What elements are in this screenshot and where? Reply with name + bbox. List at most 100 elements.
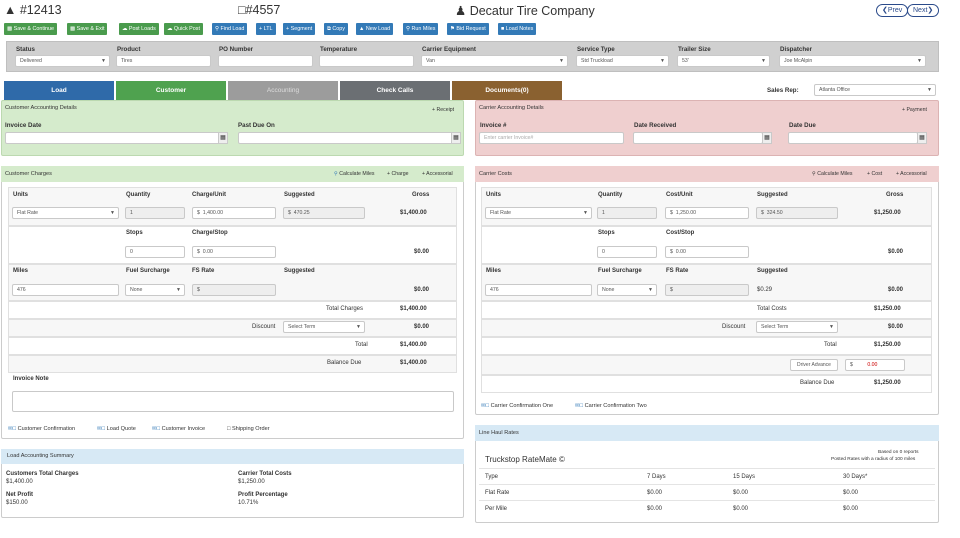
net-profit-label: Net Profit <box>6 492 33 498</box>
load-quote-link[interactable]: ✉□ Load Quote <box>97 426 136 432</box>
invoice-note-textarea[interactable] <box>12 391 454 412</box>
add-accessorial-link[interactable]: + Accessorial <box>422 171 453 177</box>
chevron-down-icon: ▼ <box>176 287 181 293</box>
fs-rate-input[interactable]: $ <box>192 284 276 296</box>
col-type: Type <box>485 474 499 480</box>
carrier-confirmation-two-link[interactable]: ✉□ Carrier Confirmation Two <box>575 403 647 409</box>
stops-gross-value: $0.00 <box>414 249 430 255</box>
find-load-button[interactable]: ⚲ Find Load <box>212 23 248 35</box>
sales-rep-select[interactable]: Atlanta Office ▼ <box>814 84 936 96</box>
prev-button[interactable]: ❮Prev <box>876 4 909 17</box>
bid-request-button[interactable]: ⚑ Bid Request <box>447 23 489 35</box>
tab-documents[interactable]: Documents(0) <box>452 81 562 100</box>
shipping-order-link[interactable]: □ Shipping Order <box>227 426 270 432</box>
discount-row <box>481 319 932 337</box>
add-charge-link[interactable]: + Charge <box>387 171 409 177</box>
driver-advance-input[interactable]: $ 0.00 <box>845 359 905 371</box>
product-label: Product <box>117 46 141 53</box>
po-number-input[interactable] <box>218 55 313 67</box>
fs-rate-header: FS Rate <box>666 268 689 274</box>
temperature-input[interactable] <box>319 55 414 67</box>
miles-input[interactable]: 476 <box>12 284 119 296</box>
service-type-select[interactable]: Std Truckload ▼ <box>576 55 669 67</box>
quantity-input[interactable]: 1 <box>597 207 657 219</box>
calculate-miles-link[interactable]: ⚲ Calculate Miles <box>812 171 853 177</box>
add-payment-link[interactable]: + Payment <box>902 107 927 113</box>
fuel-surcharge-select[interactable]: None ▼ <box>125 284 185 296</box>
row-per-mile-type: Per Mile <box>485 506 508 512</box>
date-due-input[interactable] <box>788 132 918 144</box>
past-due-input[interactable] <box>238 132 453 144</box>
post-loads-button[interactable]: ☁ Post Loads <box>119 23 159 35</box>
save-continue-button[interactable]: ▩ Save & Continue <box>4 23 58 35</box>
customer-invoice-link[interactable]: ✉□ Customer Invoice <box>152 426 206 432</box>
fuel-surcharge-select[interactable]: None ▼ <box>597 284 657 296</box>
total-row <box>481 337 932 355</box>
status-label: Status <box>16 46 35 53</box>
charge-unit-input[interactable]: $ 1,400.00 <box>192 207 276 219</box>
discount-select[interactable]: Select Term ▼ <box>756 321 838 333</box>
gross-header: Gross <box>886 192 904 198</box>
date-received-input[interactable] <box>633 132 763 144</box>
stops-header: Stops <box>598 230 615 236</box>
cost-unit-header: Cost/Unit <box>666 192 693 198</box>
next-button[interactable]: Next❯ <box>907 4 940 17</box>
cost-unit-input[interactable]: $ 1,250.00 <box>665 207 749 219</box>
calendar-icon[interactable]: ▦ <box>451 132 461 144</box>
carrier-equipment-select[interactable]: Van ▼ <box>421 55 568 67</box>
fs-suggested-value: $0.29 <box>757 287 773 293</box>
tab-check-calls[interactable]: Check Calls <box>340 81 450 100</box>
dispatcher-select[interactable]: Joe McAlpin ▼ <box>779 55 926 67</box>
quantity-input[interactable]: 1 <box>125 207 185 219</box>
customer-confirmation-link[interactable]: ✉□ Customer Confirmation <box>8 426 76 432</box>
gross-value: $1,400.00 <box>400 210 427 216</box>
stops-input[interactable]: 0 <box>125 246 185 258</box>
stops-input[interactable]: 0 <box>597 246 657 258</box>
tab-accounting[interactable]: Accounting <box>228 81 338 100</box>
chevron-down-icon: ▼ <box>917 58 922 64</box>
copy-button[interactable]: ⧉ Copy <box>324 23 348 35</box>
charge-stop-input[interactable]: $ 0.00 <box>192 246 276 258</box>
run-miles-button[interactable]: ⚲ Run Miles <box>403 23 439 35</box>
col-7-days: 7 Days <box>647 474 666 480</box>
row-per-mile-30: $0.00 <box>843 506 859 512</box>
map-marker-icon: ⚲ <box>812 171 816 177</box>
chevron-down-icon: ▼ <box>356 324 361 330</box>
tab-customer[interactable]: Customer <box>116 81 226 100</box>
product-input[interactable]: Tires <box>116 55 211 67</box>
calendar-icon[interactable]: ▦ <box>917 132 927 144</box>
ltl-button[interactable]: + LTL <box>256 23 276 35</box>
miles-input[interactable]: 476 <box>485 284 592 296</box>
segment-button[interactable]: + Segment <box>283 23 316 35</box>
add-accessorial-link[interactable]: + Accessorial <box>896 171 927 177</box>
status-select[interactable]: Delivered ▼ <box>15 55 110 67</box>
add-cost-link[interactable]: + Cost <box>867 171 883 177</box>
fs-rate-input[interactable]: $ <box>665 284 749 296</box>
units-select[interactable]: Flat Rate ▼ <box>485 207 592 219</box>
carrier-confirmation-one-link[interactable]: ✉□ Carrier Confirmation One <box>481 403 554 409</box>
save-exit-button[interactable]: ▩ Save & Exit <box>67 23 108 35</box>
quick-post-button[interactable]: ☁ Quick Post <box>164 23 203 35</box>
tab-load[interactable]: Load <box>4 81 114 100</box>
summary-header <box>1 449 464 464</box>
invoice-number-input[interactable]: Enter carrier Invoice# <box>479 132 624 144</box>
add-receipt-link[interactable]: + Receipt <box>432 107 455 113</box>
customer-total-value: $1,400.00 <box>6 479 33 485</box>
discount-select[interactable]: Select Term ▼ <box>283 321 365 333</box>
balance-due-value: $1,400.00 <box>400 360 427 366</box>
invoice-date-input[interactable] <box>5 132 220 144</box>
calendar-icon[interactable]: ▦ <box>762 132 772 144</box>
balance-due-label: Balance Due <box>327 360 362 366</box>
trailer-size-select[interactable]: 53' ▼ <box>677 55 770 67</box>
invoice-note-label: Invoice Note <box>13 376 49 382</box>
calendar-icon[interactable]: ▦ <box>218 132 228 144</box>
driver-advance-button[interactable]: Driver Advance <box>790 359 838 371</box>
col-30-days: 30 Days* <box>843 474 868 480</box>
new-load-button[interactable]: ▲ New Load <box>356 23 394 35</box>
suggested-header: Suggested <box>284 192 315 198</box>
load-notes-button[interactable]: ■ Load Notes <box>498 23 537 35</box>
units-select[interactable]: Flat Rate ▼ <box>12 207 119 219</box>
calculate-miles-link[interactable]: ⚲ Calculate Miles <box>334 171 375 177</box>
divider <box>479 468 935 469</box>
cost-stop-input[interactable]: $ 0.00 <box>665 246 749 258</box>
